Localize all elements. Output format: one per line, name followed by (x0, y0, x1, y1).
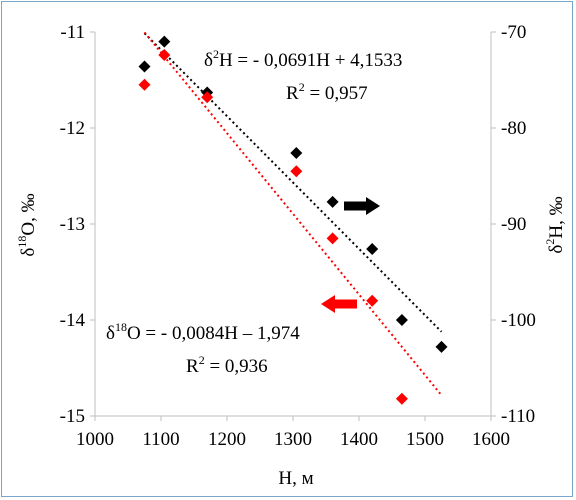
x-tick-label: 1400 (340, 429, 378, 450)
d18o-point (138, 78, 151, 91)
x-tick-label: 1000 (76, 429, 114, 450)
y-left-tick-label: -14 (60, 310, 86, 331)
x-tick-label: 1500 (406, 429, 444, 450)
d2h-point (366, 242, 379, 255)
d18o-point (201, 91, 214, 104)
y-right-axis-label: δ2H, ‰ (543, 196, 567, 253)
y-right-tick-label: -110 (501, 406, 535, 427)
r2-d18o: R2 = 0,936 (186, 353, 268, 377)
plot-area: 1000 1100 1200 1300 1400 1500 1600 -11 -12 -13 -14… (60, 22, 536, 450)
equation-d18o: δ18O = - 0,0084H – 1,974 (106, 320, 300, 344)
y-left-tick-label: -15 (60, 406, 85, 427)
y-right-tick-label: -80 (501, 118, 526, 139)
d2h-point (395, 314, 408, 326)
d18o-point (158, 49, 171, 62)
y-right-tick-label: -70 (501, 22, 526, 43)
x-axis-label: H, м (278, 468, 313, 489)
d18o-point (290, 165, 303, 178)
trendline-d18o (143, 31, 443, 396)
x-tick-label: 1200 (208, 429, 246, 450)
y-right-tick-label: -90 (501, 214, 526, 235)
y-left-tick-label: -13 (60, 214, 85, 235)
d2h-point (158, 35, 171, 48)
y-left-tick-label: -11 (60, 22, 85, 43)
y-right-tick-label: -100 (501, 310, 536, 331)
d18o-point (366, 294, 379, 307)
y-left-tick-label: -12 (60, 118, 85, 139)
trendline-d2h (143, 32, 443, 333)
x-tick-label: 1300 (274, 429, 312, 450)
d2h-point (138, 60, 151, 73)
d2h-point (435, 340, 448, 353)
d2h-point (326, 195, 339, 208)
x-tick-label: 1100 (142, 429, 179, 450)
arrow-right-icon (344, 197, 380, 215)
d2h-point (290, 146, 303, 159)
arrow-left-icon (321, 295, 357, 313)
r2-d2h: R2 = 0,957 (286, 80, 368, 104)
y-left-axis-label: δ18O, ‰ (15, 193, 39, 256)
d18o-point (326, 232, 339, 245)
d18o-point (395, 392, 408, 405)
equation-d2h: δ2H = - 0,0691H + 4,1533 (204, 47, 402, 71)
x-tick-label: 1600 (472, 429, 510, 450)
